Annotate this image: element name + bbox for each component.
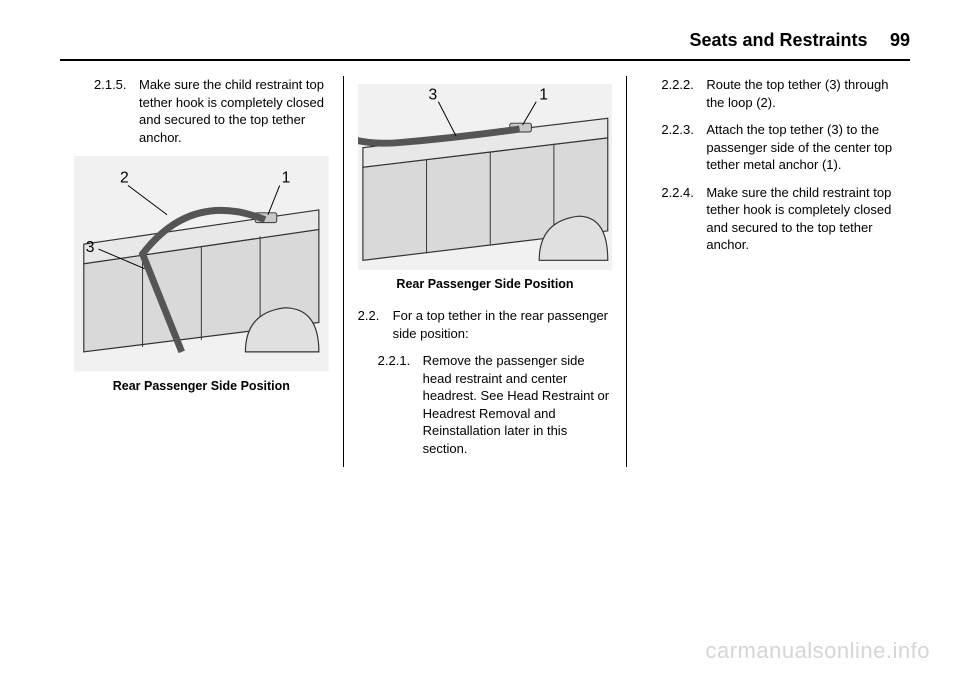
- figure-1: 1 2 3: [74, 156, 329, 371]
- callout-label-1: 1: [539, 87, 548, 104]
- column-1: 2.1.5. Make sure the child restraint top…: [60, 76, 344, 467]
- list-item: 2.1.5. Make sure the child restraint top…: [74, 76, 329, 146]
- item-number: 2.2.2.: [661, 76, 706, 111]
- item-text: Attach the top tether (3) to the passeng…: [706, 121, 896, 174]
- list-item: 2.2.1. Remove the passenger side head re…: [358, 352, 613, 457]
- item-text: Remove the passenger side head restraint…: [423, 352, 613, 457]
- item-number: 2.2.4.: [661, 184, 706, 254]
- figure-caption: Rear Passenger Side Position: [74, 378, 329, 395]
- item-text: Make sure the child restraint top tether…: [706, 184, 896, 254]
- figure-2: 1 3: [358, 84, 613, 270]
- item-number: 2.2.: [358, 307, 393, 342]
- callout-label-3: 3: [428, 87, 437, 104]
- content-columns: 2.1.5. Make sure the child restraint top…: [60, 76, 910, 467]
- item-number: 2.2.3.: [661, 121, 706, 174]
- list-item: 2.2.3. Attach the top tether (3) to the …: [641, 121, 896, 174]
- item-text: Route the top tether (3) through the loo…: [706, 76, 896, 111]
- callout-label-1: 1: [282, 170, 291, 187]
- list-item: 2.2.2. Route the top tether (3) through …: [641, 76, 896, 111]
- item-text: For a top tether in the rear passenger s…: [393, 307, 613, 342]
- item-number: 2.1.5.: [94, 76, 139, 146]
- column-2: 1 3 Rear Passenger Side Position 2.2. Fo…: [344, 76, 628, 467]
- page-header: Seats and Restraints 99: [60, 30, 910, 61]
- callout-label-3: 3: [86, 239, 95, 256]
- item-number: 2.2.1.: [378, 352, 423, 457]
- header-page-number: 99: [890, 30, 910, 50]
- callout-label-2: 2: [120, 170, 129, 187]
- item-text: Make sure the child restraint top tether…: [139, 76, 329, 146]
- column-3: 2.2.2. Route the top tether (3) through …: [627, 76, 910, 467]
- list-item: 2.2. For a top tether in the rear passen…: [358, 307, 613, 342]
- list-item: 2.2.4. Make sure the child restraint top…: [641, 184, 896, 254]
- figure-caption: Rear Passenger Side Position: [358, 276, 613, 293]
- header-title: Seats and Restraints: [689, 30, 867, 50]
- watermark: carmanualsonline.info: [705, 638, 930, 664]
